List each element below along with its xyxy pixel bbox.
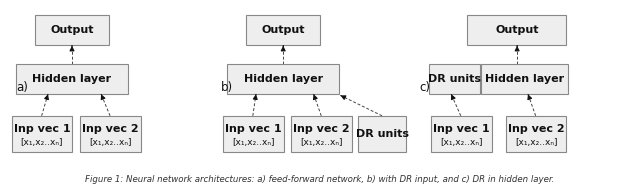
Text: Output: Output <box>495 25 538 35</box>
Text: [x₁,x₂..xₙ]: [x₁,x₂..xₙ] <box>300 138 343 147</box>
FancyBboxPatch shape <box>12 116 72 152</box>
FancyBboxPatch shape <box>358 116 406 152</box>
Text: [x₁,x₂..xₙ]: [x₁,x₂..xₙ] <box>20 138 63 147</box>
Text: Inp vec 2: Inp vec 2 <box>293 124 350 134</box>
Text: Inp vec 1: Inp vec 1 <box>433 124 490 134</box>
Text: [x₁,x₂..xₙ]: [x₁,x₂..xₙ] <box>232 138 275 147</box>
FancyBboxPatch shape <box>35 15 109 45</box>
FancyBboxPatch shape <box>227 64 339 94</box>
FancyBboxPatch shape <box>246 15 320 45</box>
Text: Output: Output <box>262 25 305 35</box>
Text: [x₁,x₂..xₙ]: [x₁,x₂..xₙ] <box>440 138 483 147</box>
Text: a): a) <box>16 81 28 94</box>
Text: Inp vec 1: Inp vec 1 <box>13 124 70 134</box>
Text: DR units: DR units <box>428 74 481 84</box>
Text: c): c) <box>419 81 430 94</box>
Text: DR units: DR units <box>356 129 409 139</box>
Text: [x₁,x₂..xₙ]: [x₁,x₂..xₙ] <box>89 138 132 147</box>
Text: Inp vec 2: Inp vec 2 <box>82 124 139 134</box>
Text: Hidden layer: Hidden layer <box>485 74 564 84</box>
Text: Output: Output <box>51 25 93 35</box>
Text: b): b) <box>221 81 233 94</box>
Text: Inp vec 2: Inp vec 2 <box>508 124 564 134</box>
Text: Inp vec 1: Inp vec 1 <box>225 124 282 134</box>
FancyBboxPatch shape <box>481 64 568 94</box>
FancyBboxPatch shape <box>291 116 352 152</box>
FancyBboxPatch shape <box>80 116 141 152</box>
Text: Figure 1: Neural network architectures: a) feed-forward network, b) with DR inpu: Figure 1: Neural network architectures: … <box>85 175 555 184</box>
FancyBboxPatch shape <box>431 116 492 152</box>
Text: Hidden layer: Hidden layer <box>244 74 323 84</box>
FancyBboxPatch shape <box>506 116 566 152</box>
FancyBboxPatch shape <box>223 116 284 152</box>
FancyBboxPatch shape <box>16 64 128 94</box>
FancyBboxPatch shape <box>429 64 480 94</box>
Text: Hidden layer: Hidden layer <box>33 74 111 84</box>
Text: [x₁,x₂..xₙ]: [x₁,x₂..xₙ] <box>515 138 557 147</box>
FancyBboxPatch shape <box>467 15 566 45</box>
